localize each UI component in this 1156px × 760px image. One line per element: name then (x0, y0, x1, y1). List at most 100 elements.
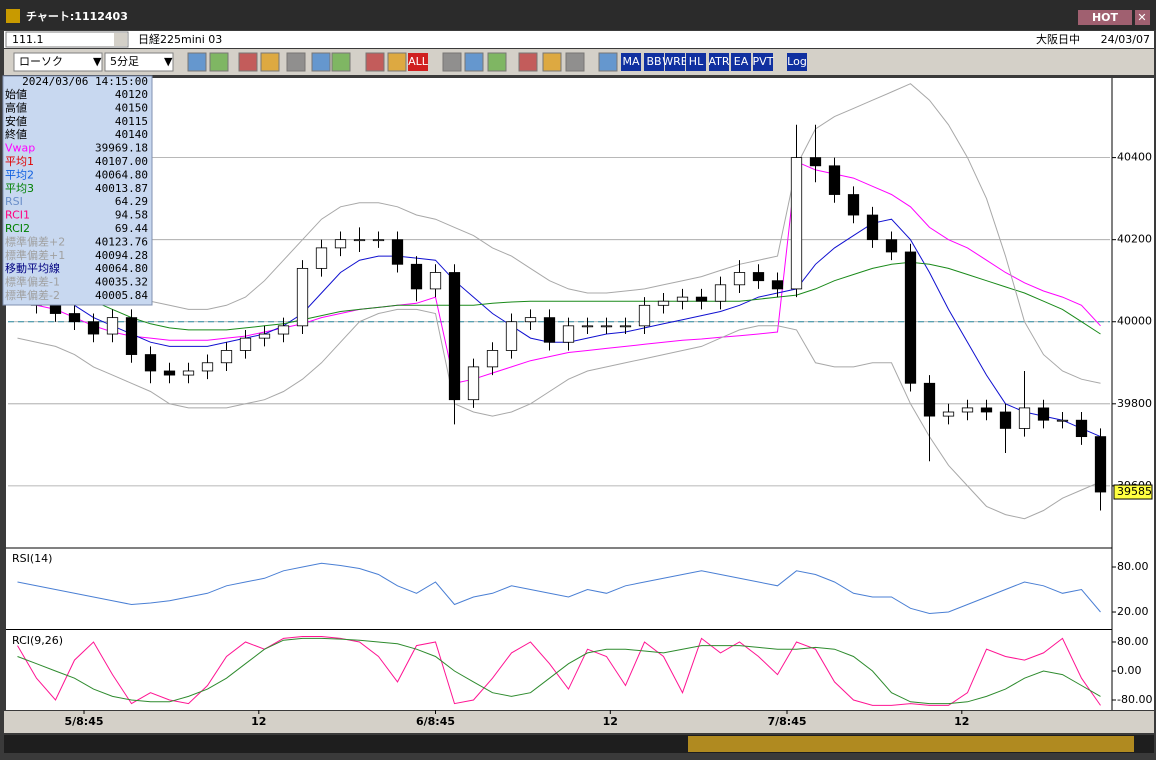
interval-select[interactable] (104, 52, 174, 72)
info-label: 標準偏差+1 (5, 248, 65, 262)
y-tick-label: 40200 (1117, 233, 1152, 246)
y-tick-label: 39800 (1117, 397, 1152, 410)
code-box[interactable] (5, 31, 129, 48)
info-label: 平均1 (5, 155, 34, 168)
x-tick-label: 12 (954, 715, 969, 728)
series-line (17, 637, 1101, 705)
candle-body (315, 247, 328, 269)
tool-button[interactable] (408, 53, 428, 71)
tool-button[interactable] (311, 52, 331, 72)
tool-button[interactable] (787, 53, 807, 71)
candle-body (391, 239, 404, 265)
tool-button[interactable] (598, 52, 618, 72)
tool-button[interactable] (621, 53, 641, 71)
x-tick-label: 12 (251, 715, 266, 728)
tool-button[interactable] (387, 52, 407, 72)
candle-body (1056, 419, 1069, 422)
tool-button[interactable] (187, 52, 207, 72)
y-tick-label: 40400 (1117, 151, 1152, 164)
info-label: 標準偏差-2 (5, 288, 60, 302)
candle-body (676, 296, 689, 302)
tool-button[interactable] (286, 52, 306, 72)
candle-body (486, 350, 499, 368)
price-tag (1113, 484, 1153, 500)
candle-body (334, 239, 347, 249)
series-line (17, 83, 1101, 384)
tool-button[interactable] (487, 52, 507, 72)
info-label: 移動平均線 (5, 261, 60, 275)
info-label: Vwap (5, 142, 35, 155)
scroll-thumb[interactable] (688, 736, 1134, 752)
info-label: 平均3 (5, 182, 34, 195)
price-tag-label: 39585 (1117, 485, 1152, 498)
axis-bg (1112, 78, 1154, 710)
style-select[interactable] (13, 52, 103, 72)
info-label: 標準偏差-1 (5, 275, 60, 289)
info-value: 40123.76 (95, 235, 148, 248)
candle-body (714, 284, 727, 302)
tool-button-label[interactable]: BB (646, 55, 661, 68)
tool-button-label[interactable]: MA (622, 55, 639, 68)
tool-button-label[interactable]: PVT (753, 55, 774, 68)
tool-button-label[interactable]: EA (734, 55, 749, 68)
tool-button[interactable] (665, 53, 685, 71)
instrument: 日経225mini 03 (138, 33, 222, 46)
candle-body (1094, 436, 1107, 493)
chart-style[interactable]: ローソク (19, 55, 63, 68)
info-value: 40120 (115, 88, 148, 101)
info-value: 94.58 (115, 209, 148, 222)
candle-body (1075, 419, 1088, 438)
interval-arrow[interactable]: ▼ (164, 55, 173, 68)
x-tick-label: 12 (603, 715, 618, 728)
code-dropdown[interactable] (114, 33, 127, 46)
candle-body (524, 317, 537, 323)
hot-label[interactable]: HOT (1092, 11, 1119, 24)
tool-button[interactable] (365, 52, 385, 72)
candle-body (581, 325, 594, 328)
code[interactable]: 111.1 (12, 33, 44, 46)
tool-button-label[interactable]: WRE (662, 55, 688, 68)
candle-body (410, 263, 423, 290)
tool-button[interactable] (260, 52, 280, 72)
title-bar (0, 0, 1156, 30)
tool-button-label[interactable]: Log (787, 55, 807, 68)
candle-body (49, 304, 62, 314)
style-arrow[interactable]: ▼ (93, 55, 102, 68)
tool-button[interactable] (644, 53, 664, 71)
y-tick-label: 20.00 (1117, 605, 1149, 618)
tool-button[interactable] (209, 52, 229, 72)
candle-body (239, 337, 252, 351)
x-tick-label: 7/8:45 (767, 715, 806, 728)
candle-body (980, 407, 993, 413)
candle-body (467, 366, 480, 401)
tool-button[interactable] (565, 52, 585, 72)
tool-button[interactable] (238, 52, 258, 72)
close-button[interactable] (1135, 10, 1150, 25)
tool-button-label[interactable]: ATR (708, 55, 729, 68)
tool-button[interactable] (709, 53, 729, 71)
tool-button[interactable] (753, 53, 773, 71)
info-label: 安値 (5, 114, 27, 128)
tool-button[interactable] (686, 53, 706, 71)
tool-button-label[interactable]: HL (689, 55, 704, 68)
info-value: 40140 (115, 128, 148, 141)
tool-button-label[interactable]: ALL (408, 55, 429, 68)
candle-body (885, 239, 898, 253)
tool-button[interactable] (331, 52, 351, 72)
hot-button[interactable] (1078, 10, 1132, 25)
session: 大阪日中 (1036, 32, 1080, 46)
candle-body (163, 370, 176, 376)
tool-button[interactable] (442, 52, 462, 72)
info-value: 69.44 (115, 222, 148, 235)
candle-body (353, 239, 366, 242)
y-tick-label: -80.00 (1117, 693, 1152, 706)
tool-button[interactable] (464, 52, 484, 72)
tool-button[interactable] (731, 53, 751, 71)
tool-button[interactable] (542, 52, 562, 72)
panel-title: RSI(14) (12, 552, 52, 565)
series-line (17, 636, 1101, 706)
close-icon[interactable]: ✕ (1137, 11, 1146, 24)
interval[interactable]: 5分足 (110, 55, 139, 68)
candle-body (638, 304, 651, 327)
tool-button[interactable] (518, 52, 538, 72)
